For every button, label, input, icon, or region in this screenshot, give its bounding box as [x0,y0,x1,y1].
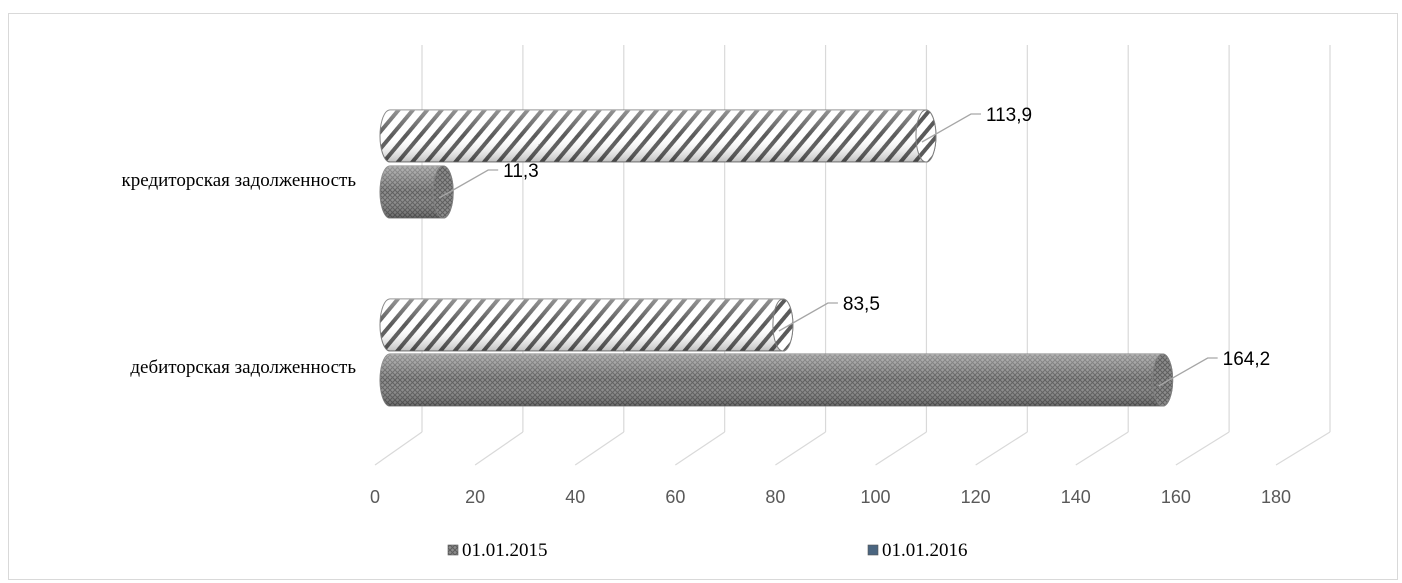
axis: 0 20 40 60 80 100 120 140 160 180 кредиторская зад… [122,170,1291,507]
data-label: 164,2 [1158,349,1271,387]
gridline [1275,45,1331,466]
legend-entry: 01.01.2015 [447,540,548,561]
legend-swatch [867,544,879,556]
x-tick-label: 80 [765,487,785,507]
legend-entry: 01.01.2016 [867,540,968,561]
svg-text:11,3: 11,3 [503,161,539,182]
data-label: 83,5 [778,294,880,332]
svg-text:113,9: 113,9 [986,105,1032,126]
chart-frame [8,13,1398,580]
x-tick-label: 100 [861,487,891,507]
x-tick-label: 0 [370,487,380,507]
category-label: дебиторская задолженность [130,357,356,378]
data-label: 11,3 [438,161,539,199]
legend: 01.01.2015 01.01.2016 [447,540,968,561]
x-tick-label: 60 [665,487,685,507]
bar [379,353,1174,407]
gridline [1175,45,1230,466]
svg-text:164,2: 164,2 [1223,349,1271,370]
legend-label: 01.01.2015 [462,540,548,561]
category-label: кредиторская задолженность [122,170,357,191]
svg-text:83,5: 83,5 [843,294,880,315]
bar [379,298,794,352]
bar [379,109,937,163]
x-tick-label: 40 [565,487,585,507]
data-label: 113,9 [921,105,1032,143]
x-tick-label: 140 [1061,487,1091,507]
x-tick-label: 20 [465,487,485,507]
x-tick-label: 120 [961,487,991,507]
bar [379,165,454,219]
x-tick-label: 160 [1161,487,1191,507]
legend-swatch [447,544,459,556]
data-labels: 113,9 11,3 83,5 164,2 [438,105,1271,387]
legend-label: 01.01.2016 [882,540,968,561]
x-tick-label: 180 [1261,487,1291,507]
bars [379,109,1174,407]
